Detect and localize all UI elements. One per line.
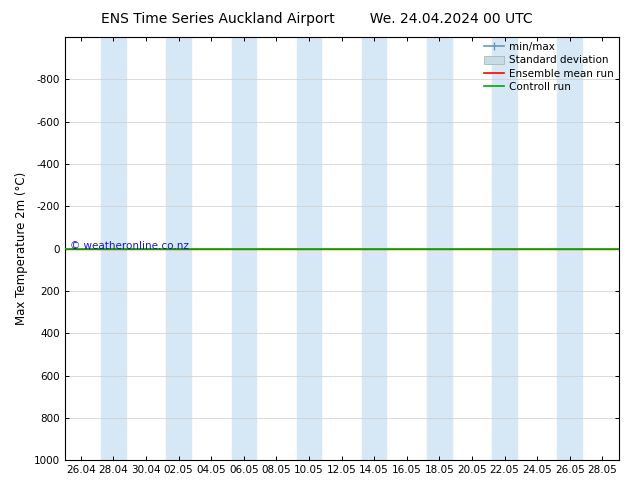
Bar: [362, 37, 386, 460]
Bar: [231, 37, 256, 460]
Bar: [166, 37, 191, 460]
Bar: [427, 37, 451, 460]
Text: © weatheronline.co.nz: © weatheronline.co.nz: [70, 242, 189, 251]
Text: ENS Time Series Auckland Airport        We. 24.04.2024 00 UTC: ENS Time Series Auckland Airport We. 24.…: [101, 12, 533, 26]
Bar: [101, 37, 126, 460]
Bar: [557, 37, 582, 460]
Bar: [297, 37, 321, 460]
Y-axis label: Max Temperature 2m (°C): Max Temperature 2m (°C): [15, 172, 28, 325]
Legend: min/max, Standard deviation, Ensemble mean run, Controll run: min/max, Standard deviation, Ensemble me…: [484, 42, 613, 92]
Bar: [492, 37, 517, 460]
